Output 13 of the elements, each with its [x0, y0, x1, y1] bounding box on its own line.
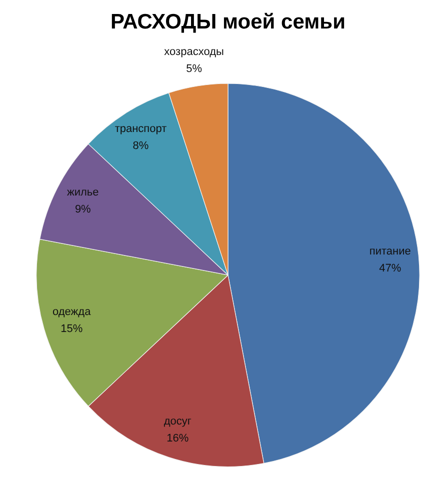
data-label: 15%	[60, 323, 83, 336]
data-label: 9%	[74, 204, 92, 216]
slice-label: питание	[369, 245, 411, 258]
data-label: 47%	[379, 262, 402, 274]
data-label: 16%	[166, 432, 189, 445]
slice-label: одежда	[52, 306, 92, 318]
data-label: 5%	[186, 63, 202, 76]
data-label: 8%	[132, 140, 149, 152]
slice-label: транспорт	[114, 123, 167, 136]
slice-label: хозрасходы	[164, 46, 224, 58]
chart-title: РАСХОДЫ моей семьи	[110, 10, 346, 34]
slice-label: досуг	[164, 416, 192, 428]
slice-label: жилье	[67, 186, 99, 199]
